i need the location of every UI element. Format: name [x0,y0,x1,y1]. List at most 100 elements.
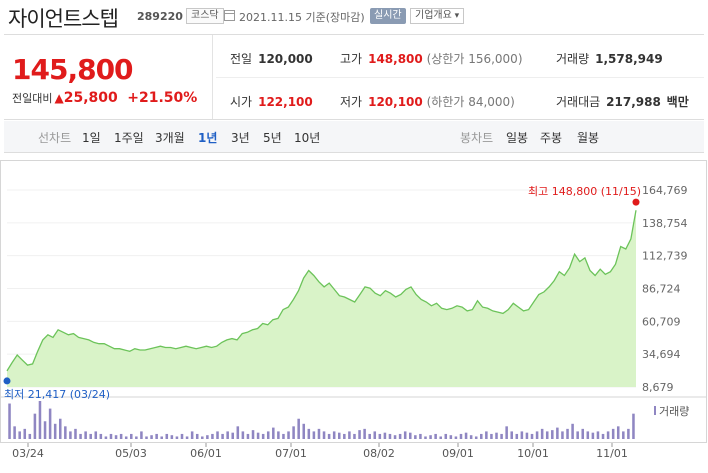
volume-bar [180,433,184,439]
volume-bar [571,423,574,439]
volume-bar [201,436,204,439]
candle-chart-title: 봉차트 [460,131,494,145]
x-tick-label: 05/03 [115,447,147,460]
volume-bar [505,426,508,439]
volume-bar [439,436,442,439]
volume-bar [358,430,361,439]
y-tick-label: 8,679 [642,381,674,394]
volume-bar [226,431,229,439]
volume-bar [211,433,214,439]
realtime-button[interactable]: 실시간 [370,8,406,24]
volume-bar [277,431,280,439]
volume-bar [89,433,92,439]
volume-bar [114,435,118,439]
volume-cell: 거래량 1,578,949 [556,50,663,67]
x-tick-label: 06/01 [190,447,222,460]
change-rate: +21.50% [127,90,198,106]
change-amount: 25,800 [63,90,118,106]
volume-bar [23,428,27,439]
high-label: 고가 [340,52,363,66]
volume-bar [586,431,590,439]
open-label: 시가 [230,95,253,109]
high-cell: 고가 148,800 (상한가 156,000) [340,50,523,67]
company-overview-dropdown[interactable]: 기업개요 [410,8,465,24]
volume-bar [99,433,103,439]
tab-5-years[interactable]: 5년 [263,131,282,145]
volume-bar [170,435,174,439]
volume-bar [611,428,615,439]
x-tick-label: 08/02 [363,447,395,460]
volume-bar [261,433,265,439]
volume-bar [510,431,513,439]
volume-bar [459,433,463,439]
stock-name: 자이언트스텝 [8,7,119,31]
volume-bar [363,428,366,439]
tab-daily-candle[interactable]: 일봉 [506,131,529,145]
volume-bar [165,433,169,439]
low-value: 120,100 [368,95,423,109]
volume-bar [322,431,326,439]
volume-bar [378,433,382,439]
volume-bar [601,433,605,439]
y-tick-label: 138,754 [642,217,688,230]
volume-bar [388,433,392,439]
volume-bar [317,428,321,439]
volume-bar [429,435,432,439]
volume-bar [414,435,417,439]
volume-bar [231,432,234,439]
volume-bar [530,433,534,439]
tab-weekly-candle[interactable]: 주봉 [540,131,563,145]
volume-bar [500,433,503,439]
volume-bar [119,433,123,439]
low-cell: 저가 120,100 (하한가 84,000) [340,93,515,110]
x-tick-label: 11/01 [596,447,628,460]
volume-bar [419,433,422,439]
volume-bar [175,436,179,439]
lower-limit: (하한가 84,000) [426,95,515,109]
volume-bar [343,433,346,439]
volume-bar [515,433,519,439]
min-point [3,377,11,385]
volume-bar [409,432,412,439]
volume-bar [464,432,468,439]
amount-cell: 거래대금 217,988 백만 [556,93,689,110]
volume-bar [297,418,300,439]
volume-bar [33,413,37,439]
price-chart: 164,769 138,754 112,739 86,724 60,709 34,694 8… [0,160,707,460]
volume-bar [241,431,245,439]
volume-bar [474,436,478,439]
volume-bar [195,433,199,439]
tab-10-years[interactable]: 10년 [294,131,321,145]
x-tick-label: 09/01 [442,447,474,460]
volume-bar [622,431,625,439]
high-value: 148,800 [368,52,423,66]
stock-header: 자이언트스텝 289220 코스닥 2021.11.15 기준(장마감) 실시간… [0,0,708,34]
tab-3-months[interactable]: 3개월 [155,131,185,145]
tab-monthly-candle[interactable]: 월봉 [577,131,600,145]
volume-bar [160,436,163,439]
volume-bar [155,433,158,439]
tab-1-week[interactable]: 1주일 [114,131,144,145]
volume-bar [38,401,42,439]
volume-bar [124,436,128,439]
volume-bar [566,428,569,439]
volume-bar [480,433,483,439]
volume-bar [292,426,295,439]
tab-1-day[interactable]: 1일 [82,131,101,145]
amount-unit: 백만 [666,95,689,109]
volume-bar [236,426,240,439]
y-tick-label: 60,709 [642,315,681,328]
volume-bar [353,433,356,439]
volume-bar [469,435,473,439]
tab-1-year[interactable]: 1년 [198,131,218,145]
y-tick-label: 164,769 [642,184,688,197]
volume-bar [332,431,336,439]
volume-bar [135,436,138,439]
price-change: 전일대비 ▲25,800 +21.50% [12,90,197,106]
volume-bar [251,430,255,439]
volume-bar [581,428,585,439]
volume-bar [368,433,371,439]
volume-bar [8,403,11,439]
max-label: 최고 148,800 (11/15) [528,185,641,198]
tab-3-years[interactable]: 3년 [231,131,250,145]
